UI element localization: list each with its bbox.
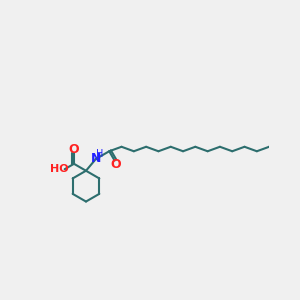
Text: N: N: [91, 152, 101, 165]
Text: HO: HO: [50, 164, 69, 174]
Text: H: H: [96, 148, 103, 159]
Text: O: O: [69, 143, 79, 156]
Text: O: O: [111, 158, 122, 171]
